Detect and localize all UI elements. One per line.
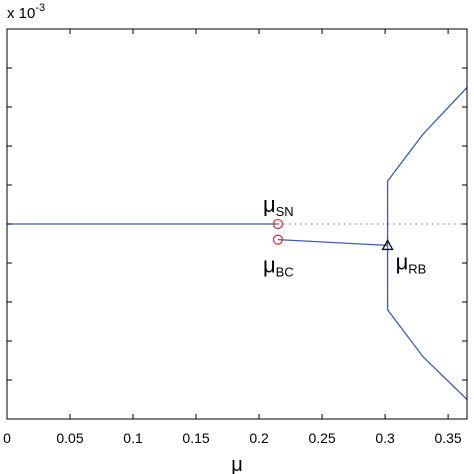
series-layer [7,87,468,400]
x-tick-label: 0.3 [375,430,395,446]
x-tick-label: 0 [3,430,11,446]
marker-sn-label: μSN [263,192,294,219]
marker-bc-circle [272,234,284,245]
x-tick-label: 0.2 [249,430,269,446]
x-tick-label: 0.35 [434,430,461,446]
x-tick-label: 0.25 [308,430,335,446]
marker-layer: μSN μBC μRB [263,192,426,280]
tick-layer: 0 0.05 0.1 0.15 0.2 0.25 0.3 0.35 [3,29,467,446]
x-tick-label: 0.15 [182,430,209,446]
marker-bc-label: μBC [263,253,294,280]
marker-rb-label: μRB [396,249,427,276]
x-tick-label: 0.05 [56,430,83,446]
x-tick-label: 0.1 [123,430,143,446]
series-line-upper-bifurcated-branch [386,87,468,246]
marker-rb-triangle [381,239,394,251]
plot-frame [6,28,468,420]
marker-sn-circle [272,218,284,230]
scale-factor-label: x 10-3 [7,2,45,22]
series-line-lower-bifurcated-branch [386,245,468,400]
x-axis-label: μ [231,454,243,474]
series-line-lower-branch [277,238,388,247]
